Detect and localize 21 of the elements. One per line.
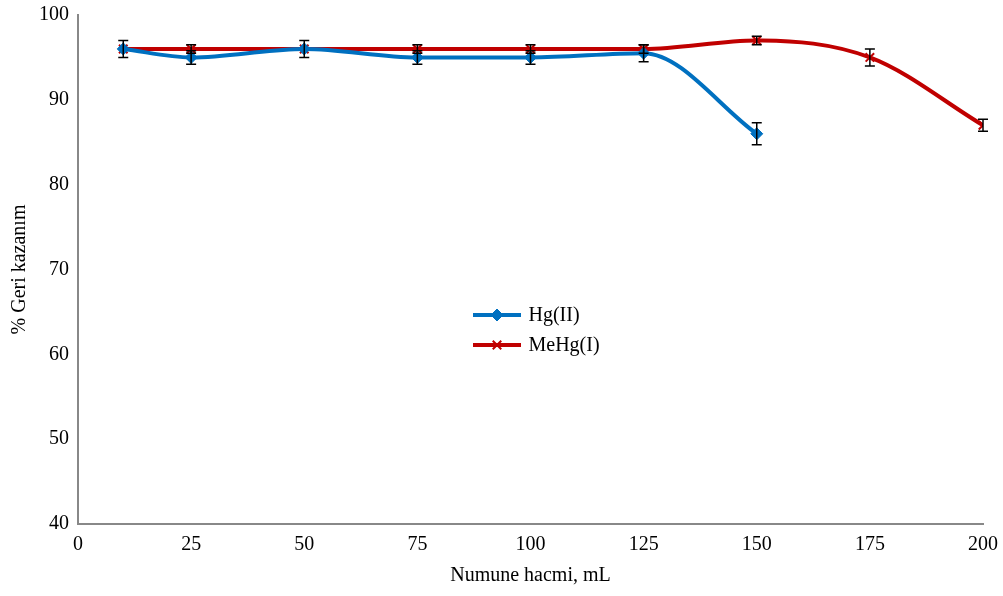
x-tick-label: 150 bbox=[741, 532, 772, 555]
y-tick-label: 50 bbox=[49, 426, 69, 449]
y-tick-label: 100 bbox=[39, 2, 69, 25]
y-tick-label: 60 bbox=[49, 341, 69, 364]
x-tick-label: 125 bbox=[628, 532, 659, 555]
x-tick-label: 200 bbox=[968, 532, 998, 555]
y-tick-label: 80 bbox=[49, 171, 69, 194]
x-tick-label: 0 bbox=[73, 532, 83, 555]
x-tick-label: 50 bbox=[294, 532, 315, 555]
x-axis-title: Numune hacmi, mL bbox=[450, 563, 611, 586]
y-tick-label: 90 bbox=[49, 87, 69, 110]
point bbox=[864, 52, 876, 63]
x-tick-label: 75 bbox=[407, 532, 428, 555]
legend-label: MeHg(I) bbox=[528, 333, 600, 356]
x-tick-label: 25 bbox=[181, 532, 202, 555]
x-tick-label: 100 bbox=[515, 532, 546, 555]
y-tick-label: 40 bbox=[49, 511, 69, 534]
y-axis-title: % Geri kazanım bbox=[7, 204, 30, 335]
x-tick-label: 175 bbox=[854, 532, 885, 555]
legend-label: Hg(II) bbox=[528, 303, 580, 326]
y-tick-label: 70 bbox=[49, 256, 69, 279]
